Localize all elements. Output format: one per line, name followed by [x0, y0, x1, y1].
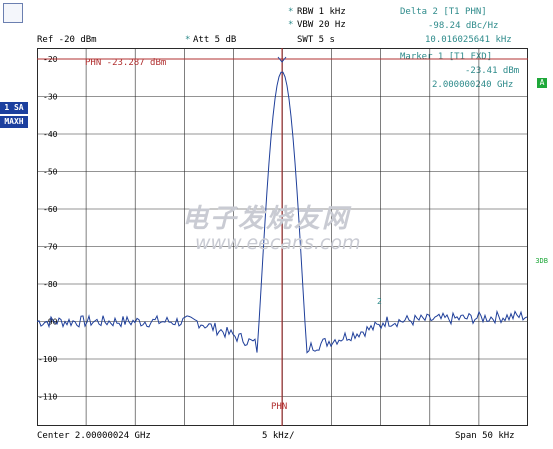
- att-label: Att 5 dB: [193, 35, 237, 45]
- rohde-schwarz-logo: [3, 3, 23, 23]
- watermark-cn: 电子发烧友网: [182, 204, 351, 234]
- y-tick-label: -70: [43, 243, 58, 252]
- y-axis-ticks: -20-30-40-50-60-70-80-90-100-110-120: [38, 55, 58, 402]
- 3db-label: 3DB: [535, 257, 548, 265]
- marker-value: -23.41 dBm: [465, 66, 520, 76]
- marker-1-icon: [277, 56, 287, 63]
- maxh-badge: MAXH: [0, 116, 28, 128]
- marker-title: Marker 1 [T1 FXD]: [400, 52, 493, 62]
- trace-a-badge: A: [537, 78, 547, 88]
- y-tick-label: -50: [43, 168, 58, 177]
- rbw-marker-icon: *: [288, 7, 294, 17]
- phn-bottom-label: PHN: [271, 402, 287, 412]
- spectrum-plot: -20-30-40-50-60-70-80-90-100-110-120 PHN…: [37, 48, 528, 426]
- span-label: Span 50 kHz: [455, 431, 515, 441]
- ref-level-label: Ref -20 dBm: [37, 35, 97, 45]
- y-tick-label: -100: [38, 355, 57, 364]
- delta-title: Delta 2 [T1 PHN]: [400, 7, 487, 17]
- y-tick-label: -40: [43, 130, 58, 139]
- y-tick-label: -30: [43, 93, 58, 102]
- y-tick-label: -110: [38, 393, 57, 402]
- y-tick-label: -80: [43, 280, 58, 289]
- vbw-marker-icon: *: [288, 20, 294, 30]
- swt-label: SWT 5 s: [297, 35, 335, 45]
- phn-readout: PHN -23.287 dBm: [85, 58, 166, 68]
- center-freq-label: Center 2.00000024 GHz: [37, 431, 151, 441]
- y-tick-label: -60: [43, 205, 58, 214]
- marker-2-label: 2: [377, 297, 382, 306]
- trace-sa-badge: 1 SA: [0, 102, 28, 114]
- spectrum-trace: [37, 71, 528, 354]
- marker-freq: 2.000000240 GHz: [432, 80, 514, 90]
- vbw-label: VBW 20 Hz: [297, 20, 346, 30]
- delta-value: -98.24 dBc/Hz: [428, 21, 499, 31]
- att-marker-icon: *: [185, 35, 191, 45]
- span-per-div-label: 5 kHz/: [262, 431, 295, 441]
- delta-freq: 10.016025641 kHz: [425, 35, 512, 45]
- rbw-label: RBW 1 kHz: [297, 7, 346, 17]
- watermark-url: www.eecans.com: [195, 232, 361, 254]
